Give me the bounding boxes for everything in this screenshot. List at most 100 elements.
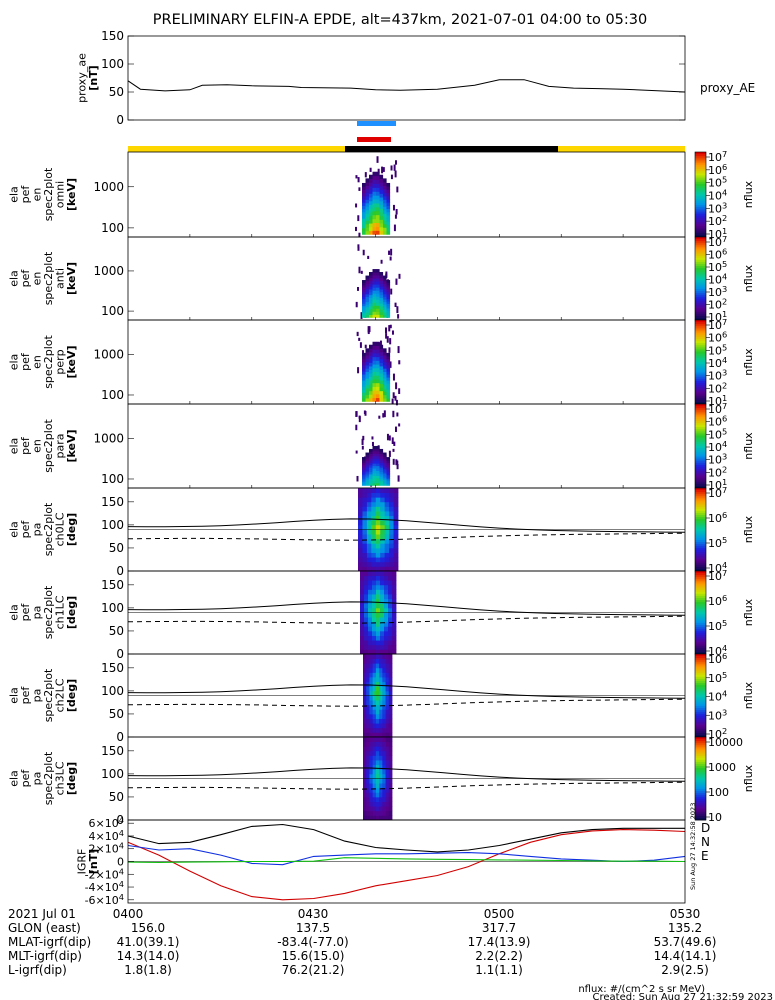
colorbar-cell: [695, 614, 706, 618]
data-cell: [379, 741, 383, 747]
data-cell: [369, 483, 373, 486]
colorbar-tick-label: 103: [708, 284, 727, 299]
data-cell: [384, 488, 390, 494]
data-cell: [365, 188, 370, 193]
data-cell: [372, 191, 377, 196]
data-cell: [379, 654, 383, 660]
colorbar-cell: [695, 527, 706, 530]
colorbar-label: nflux: [742, 764, 755, 792]
data-cell: [379, 455, 384, 459]
data-cell: [369, 178, 373, 183]
data-cell: [365, 475, 370, 478]
colorbar-cell: [695, 177, 706, 181]
data-cell: [386, 284, 391, 288]
data-cell: [383, 209, 387, 214]
data-cell: [385, 806, 390, 812]
data-cell: [389, 543, 394, 549]
colorbar-cell: [695, 496, 706, 499]
data-cell: [372, 580, 377, 586]
colorbar-tick-label: 100: [708, 786, 729, 799]
data-cell: [388, 654, 393, 660]
side-stamp: Sun Aug 27 14:32:58 2023: [689, 803, 697, 890]
data-cell: [376, 397, 380, 402]
colorbar-cell: [695, 152, 706, 155]
data-cell: [376, 349, 380, 354]
colorbar-cell: [695, 535, 706, 539]
data-cell: [380, 617, 385, 623]
data-cell: [382, 750, 386, 756]
axis-title-line: omni: [53, 181, 66, 208]
data-cell: [388, 686, 393, 692]
data-cell: [388, 769, 393, 775]
data-cell: [365, 483, 370, 486]
data-cell: [392, 594, 397, 600]
data-cell: [364, 644, 369, 650]
colorbar-cell: [695, 162, 706, 166]
footer-value: 156.0: [131, 921, 165, 935]
data-cell: [369, 182, 373, 187]
data-cell: [384, 557, 390, 563]
colorbar-cell: [695, 200, 706, 204]
data-cell: [362, 479, 366, 483]
data-cell: [365, 394, 370, 399]
data-cell: [382, 167, 385, 172]
data-cell: [384, 640, 389, 646]
panel-frame: [127, 319, 686, 405]
data-cell: [365, 388, 370, 392]
data-cell: [379, 185, 384, 191]
data-cell: [383, 410, 386, 418]
colorbar-cell: [695, 774, 706, 777]
data-cell: [369, 480, 373, 484]
data-cell: [363, 815, 367, 821]
colorbar-cell: [695, 420, 706, 424]
data-cell: [358, 501, 363, 507]
data-cell: [383, 278, 387, 282]
panels: 050100150proxy_AEproxy_ae[nT]1001000elap…: [7, 29, 755, 907]
data-cell: [383, 299, 387, 303]
data-cell: [385, 713, 390, 719]
y-tick-label: 2×104: [89, 841, 124, 856]
data-cell: [384, 529, 390, 535]
colorbar-cell: [695, 647, 706, 651]
data-cell: [382, 741, 386, 747]
data-cell: [379, 787, 383, 793]
data-cell: [388, 621, 393, 627]
colorbar-cell: [695, 485, 706, 489]
series-line-n: [127, 844, 686, 866]
axis-title-line: ch1LC: [53, 595, 66, 629]
data-cell: [394, 160, 397, 165]
data-cell: [372, 386, 377, 391]
data-cell: [369, 283, 373, 287]
data-cell: [369, 204, 373, 209]
data-cell: [383, 368, 387, 372]
data-cell: [389, 547, 394, 553]
colorbar-cell: [695, 293, 706, 296]
data-cell: [362, 520, 368, 526]
data-cell: [371, 561, 377, 567]
axis-title-line: en: [30, 272, 43, 286]
data-cell: [365, 462, 370, 466]
y-tick-label: 100: [101, 57, 124, 71]
data-cell: [369, 458, 373, 461]
colorbar-tick-label: 106: [708, 510, 727, 525]
data-cell: [365, 288, 370, 292]
axis-title-line: ch2LC: [53, 678, 66, 712]
data-cell: [388, 732, 393, 738]
data-cell: [375, 755, 380, 761]
colorbar-cell: [695, 224, 706, 227]
colorbar-cell: [695, 649, 706, 653]
data-cell: [371, 441, 374, 447]
data-cell: [384, 617, 389, 623]
colorbar-cell: [695, 674, 706, 678]
data-cell: [366, 801, 370, 807]
colorbar-cell: [695, 383, 706, 386]
data-cell: [383, 188, 387, 193]
data-cell: [391, 398, 394, 405]
data-cell: [391, 330, 394, 335]
data-cell: [384, 626, 389, 632]
data-cell: [362, 481, 366, 485]
axis-title-line: pef: [19, 436, 32, 455]
data-cell: [372, 815, 377, 821]
data-cell: [362, 280, 366, 283]
axis-title-line: pef: [19, 686, 32, 705]
